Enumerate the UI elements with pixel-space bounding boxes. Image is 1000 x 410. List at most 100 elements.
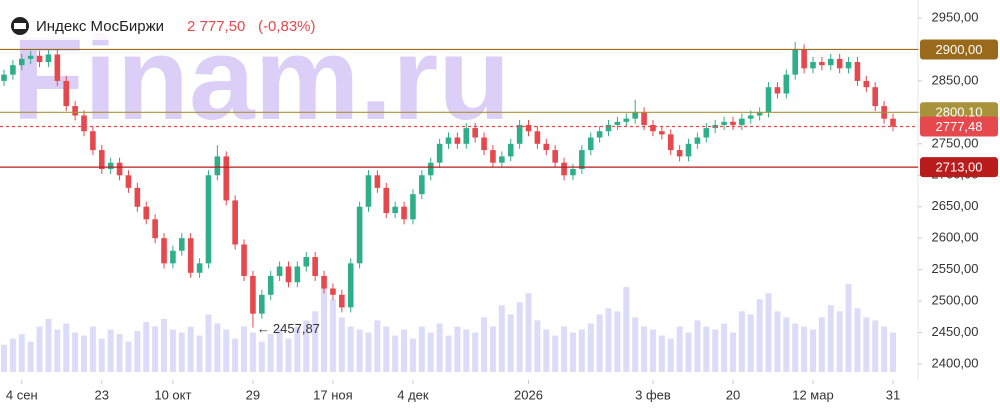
instrument-title: Индекс МосБиржи [36, 18, 164, 35]
candle-body [125, 175, 132, 188]
volume-bar [383, 326, 390, 372]
volume-bar [516, 302, 523, 372]
x-tick-label: 31 [886, 387, 900, 402]
candle-body [552, 150, 558, 163]
volume-bar [863, 317, 870, 372]
candle-body [783, 74, 790, 94]
candle-body [285, 266, 292, 283]
candle-body [27, 55, 34, 59]
volume-bar [267, 334, 274, 372]
candle-body [614, 121, 621, 125]
volume-bar [356, 329, 363, 372]
candle-body [259, 294, 265, 314]
candle-body [303, 257, 310, 267]
volume-bar [729, 332, 736, 372]
volume-bar [125, 341, 132, 372]
volume-bar [454, 326, 461, 372]
volume-bar [223, 329, 230, 372]
volume-bar [632, 317, 639, 372]
candle-body [685, 143, 692, 157]
volume-bar [427, 332, 434, 372]
x-tick-label: 20 [726, 387, 740, 402]
volume-bar [703, 326, 710, 372]
y-tick-label: 2500,00 [932, 293, 979, 308]
x-tick-label: 10 окт [154, 387, 191, 402]
volume-bar [374, 320, 381, 372]
volume-bar [312, 311, 319, 372]
candle-body [543, 143, 550, 151]
candle-body [694, 137, 701, 144]
volume-bar [498, 305, 505, 372]
volume-bar [45, 318, 52, 372]
volume-bar [116, 334, 123, 372]
candle-body [383, 187, 390, 214]
candle-body [179, 238, 185, 251]
volume-bar [756, 299, 763, 372]
candle-body [747, 115, 754, 119]
candle-body [801, 49, 807, 69]
candle-body [152, 219, 158, 239]
volume-bar [134, 331, 141, 372]
volume-bar [392, 335, 399, 372]
volume-bar [285, 338, 292, 372]
candle-body [63, 80, 70, 107]
volume-bar [641, 326, 648, 372]
candle-body [54, 54, 61, 81]
candle-body [659, 131, 665, 135]
candle-body [107, 162, 114, 169]
candle-body [36, 55, 43, 63]
candle-body [756, 112, 763, 116]
volume-bar [818, 317, 825, 372]
candle-body [863, 80, 870, 88]
volume-bar [543, 329, 550, 372]
volume-bar [801, 326, 808, 372]
candle-body [730, 121, 736, 125]
volume-bar [169, 329, 176, 372]
candle-body [641, 112, 647, 125]
candle-body [774, 87, 781, 94]
candle-body [356, 206, 363, 264]
candle-body [819, 62, 825, 66]
volume-bar [98, 338, 105, 372]
volume-bar [365, 332, 372, 372]
volume-bar [72, 332, 79, 372]
candle-body [872, 87, 879, 107]
candle-body [632, 112, 638, 119]
min-arrow: ← [257, 321, 270, 336]
volume-bar [409, 338, 416, 372]
volume-bar [401, 329, 408, 372]
candle-body [187, 238, 194, 273]
candle-body [845, 62, 852, 69]
candle-body [365, 175, 372, 207]
candle-body [721, 121, 727, 125]
candle-body [72, 106, 78, 116]
header-bg [4, 12, 334, 40]
volume-bar [881, 326, 888, 372]
candle-body [339, 294, 345, 308]
candle-body [436, 143, 443, 163]
candle-body [134, 187, 141, 207]
volume-bar [783, 317, 790, 372]
y-tick-label: 2400,00 [932, 355, 979, 370]
volume-bar [658, 335, 665, 372]
price-label-bg [920, 39, 998, 60]
volume-bar [774, 311, 781, 372]
volume-bar [587, 323, 594, 372]
volume-bar [845, 284, 852, 372]
candle-body [516, 124, 523, 144]
volume-bar [578, 329, 585, 372]
volume-bar [605, 308, 612, 372]
volume-bar [792, 323, 799, 372]
y-tick-label: 2950,00 [932, 9, 979, 24]
candle-body [90, 131, 96, 151]
x-tick-label: 23 [95, 387, 109, 402]
volume-bar [63, 323, 70, 372]
volume-bar [178, 332, 185, 372]
candle-body [472, 128, 478, 138]
candle-body [525, 124, 532, 132]
volume-bar [89, 326, 96, 372]
volume-bar [18, 334, 25, 372]
candle-body [45, 54, 52, 63]
